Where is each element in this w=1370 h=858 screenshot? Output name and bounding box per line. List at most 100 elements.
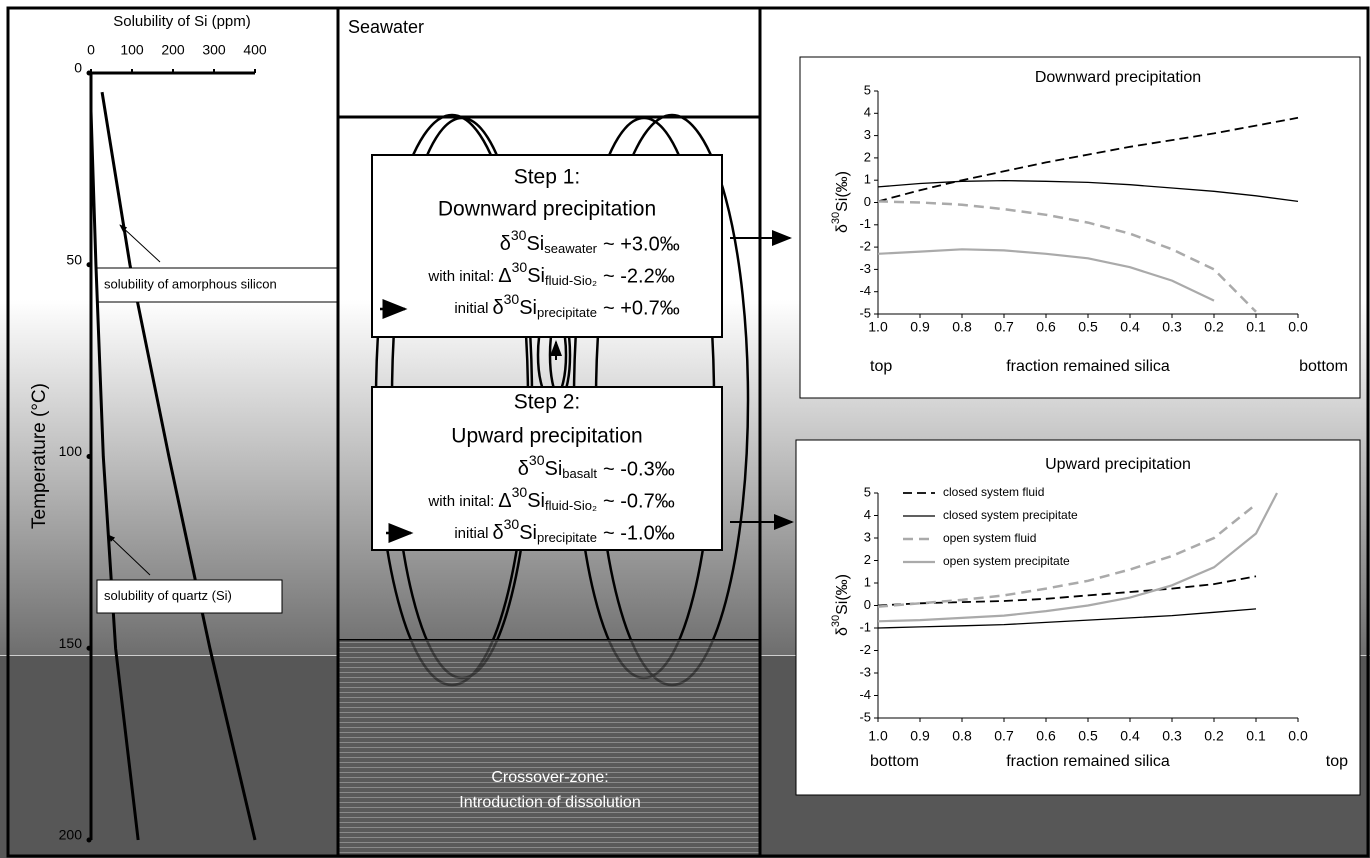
y-tick-label: 50	[66, 251, 82, 267]
isotope-mass: 30	[512, 259, 528, 275]
x-tick-label: 0.1	[1246, 728, 1266, 744]
seawater-label: Seawater	[348, 17, 424, 37]
isotope-element: Si	[526, 233, 544, 255]
x-tick-label: 0.5	[1078, 319, 1098, 335]
y-tick-label: -3	[859, 664, 871, 679]
x-tick-label: 100	[120, 42, 144, 58]
step-subtitle: Upward precipitation	[451, 425, 642, 448]
y-tick-label: -5	[859, 709, 871, 724]
crossover-label: Crossover-zone:	[491, 769, 608, 786]
y-tick-label: 4	[864, 507, 871, 522]
figure: Seawater Crossover-zone: Introduction of…	[0, 0, 1370, 858]
x-tick-label: 300	[202, 42, 226, 58]
x-tick-label: 1.0	[868, 319, 888, 335]
x-tick-label: 1.0	[868, 728, 888, 744]
isotope-element: Si	[527, 265, 545, 287]
x-tick-label: 200	[161, 42, 185, 58]
y-tick-label: 2	[864, 552, 871, 567]
step-subtitle: Downward precipitation	[438, 198, 656, 221]
x-tick-label: 0.7	[994, 728, 1014, 744]
isotope-subscript: fluid-Sio₂	[545, 498, 597, 513]
isotope-value: ~ -1.0‰	[603, 522, 675, 544]
isotope-mass: 30	[529, 452, 545, 468]
x-tick-label: 0.4	[1120, 319, 1140, 335]
isotope-subscript: precipitate	[537, 305, 597, 320]
legend-label: closed system fluid	[943, 485, 1044, 499]
isotope-subscript: basalt	[562, 466, 597, 481]
expression-prefix: with inital:	[427, 268, 494, 285]
y-tick-label: -2	[859, 642, 871, 657]
x-tick-label: 0.8	[952, 728, 972, 744]
isotope-symbol: Δ	[498, 490, 511, 512]
step-title: Step 2:	[514, 391, 581, 414]
annotation: solubility of amorphous silicon	[104, 276, 277, 291]
y-tick-label: -1	[859, 619, 871, 634]
annotation: solubility of quartz (Si)	[104, 588, 232, 603]
isotope-symbol: δ	[493, 522, 504, 544]
isotope-subscript: precipitate	[537, 530, 597, 545]
y-tick-label: 5	[864, 484, 871, 499]
y-label-mass: 30	[830, 615, 842, 627]
crossover-label: Introduction of dissolution	[459, 794, 640, 811]
isotope-value: ~ -0.7‰	[603, 490, 675, 512]
x-tick-label: 0.8	[952, 319, 972, 335]
y-tick-label: -1	[859, 216, 871, 231]
isotope-value: ~ +3.0‰	[603, 233, 680, 255]
x-tick-label: 0.0	[1288, 319, 1308, 335]
isotope-element: Si	[519, 522, 537, 544]
x-tick-label: 400	[243, 42, 267, 58]
isotope-subscript: fluid-Sio₂	[545, 273, 597, 288]
y-tick-label: 0	[864, 194, 871, 209]
y-tick-label: 0	[74, 60, 82, 76]
expression-prefix: initial	[454, 525, 488, 542]
y-tick-label: 4	[864, 105, 871, 120]
chart-panel	[800, 57, 1360, 398]
y-tick	[87, 454, 92, 459]
isotope-symbol: δ	[518, 458, 529, 480]
x-tick-label: 0.2	[1204, 728, 1224, 744]
chart-title: Downward precipitation	[1035, 69, 1201, 86]
x-right-label: top	[1326, 753, 1348, 770]
x-axis-label: fraction remained silica	[1006, 358, 1170, 375]
isotope-symbol: Δ	[498, 265, 511, 287]
y-tick-label: -3	[859, 261, 871, 276]
y-tick-label: 150	[59, 635, 83, 651]
x-tick-label: 0.5	[1078, 728, 1098, 744]
isotope-symbol: δ	[493, 297, 504, 319]
y-axis-label: Temperature (°C)	[29, 383, 50, 529]
y-label-symbol: δ	[834, 224, 851, 233]
x-tick-label: 0.7	[994, 319, 1014, 335]
y-tick-label: 2	[864, 149, 871, 164]
x-axis-label: Solubility of Si (ppm)	[113, 13, 251, 30]
isotope-element: Si	[519, 297, 537, 319]
isotope-symbol: δ	[500, 233, 511, 255]
y-tick-label: 1	[864, 574, 871, 589]
isotope-value: ~ -0.3‰	[603, 458, 675, 480]
y-label-symbol: δ	[834, 627, 851, 636]
y-tick-label: 3	[864, 529, 871, 544]
y-tick-label: 5	[864, 82, 871, 97]
x-left-label: bottom	[870, 753, 919, 770]
expression-prefix: with inital:	[427, 493, 494, 510]
isotope-subscript: seawater	[544, 241, 597, 256]
y-tick-label: -4	[859, 687, 871, 702]
isotope-mass: 30	[512, 484, 528, 500]
x-right-label: bottom	[1299, 358, 1348, 375]
y-tick	[87, 71, 92, 76]
y-tick	[87, 646, 92, 651]
isotope-mass: 30	[504, 516, 520, 532]
y-tick-label: 0	[864, 597, 871, 612]
x-tick-label: 0.2	[1204, 319, 1224, 335]
legend-label: open system fluid	[943, 531, 1036, 545]
isotope-value: ~ +0.7‰	[603, 297, 680, 319]
x-tick-label: 0.3	[1162, 728, 1182, 744]
y-tick-label: -2	[859, 239, 871, 254]
y-tick	[87, 838, 92, 843]
y-label-mass: 30	[830, 212, 842, 224]
legend-label: open system precipitate	[943, 554, 1070, 568]
y-tick-label: -4	[859, 283, 871, 298]
x-tick-label: 0.1	[1246, 319, 1266, 335]
isotope-mass: 30	[504, 291, 520, 307]
x-axis-label: fraction remained silica	[1006, 753, 1170, 770]
x-tick-label: 0.9	[910, 728, 930, 744]
